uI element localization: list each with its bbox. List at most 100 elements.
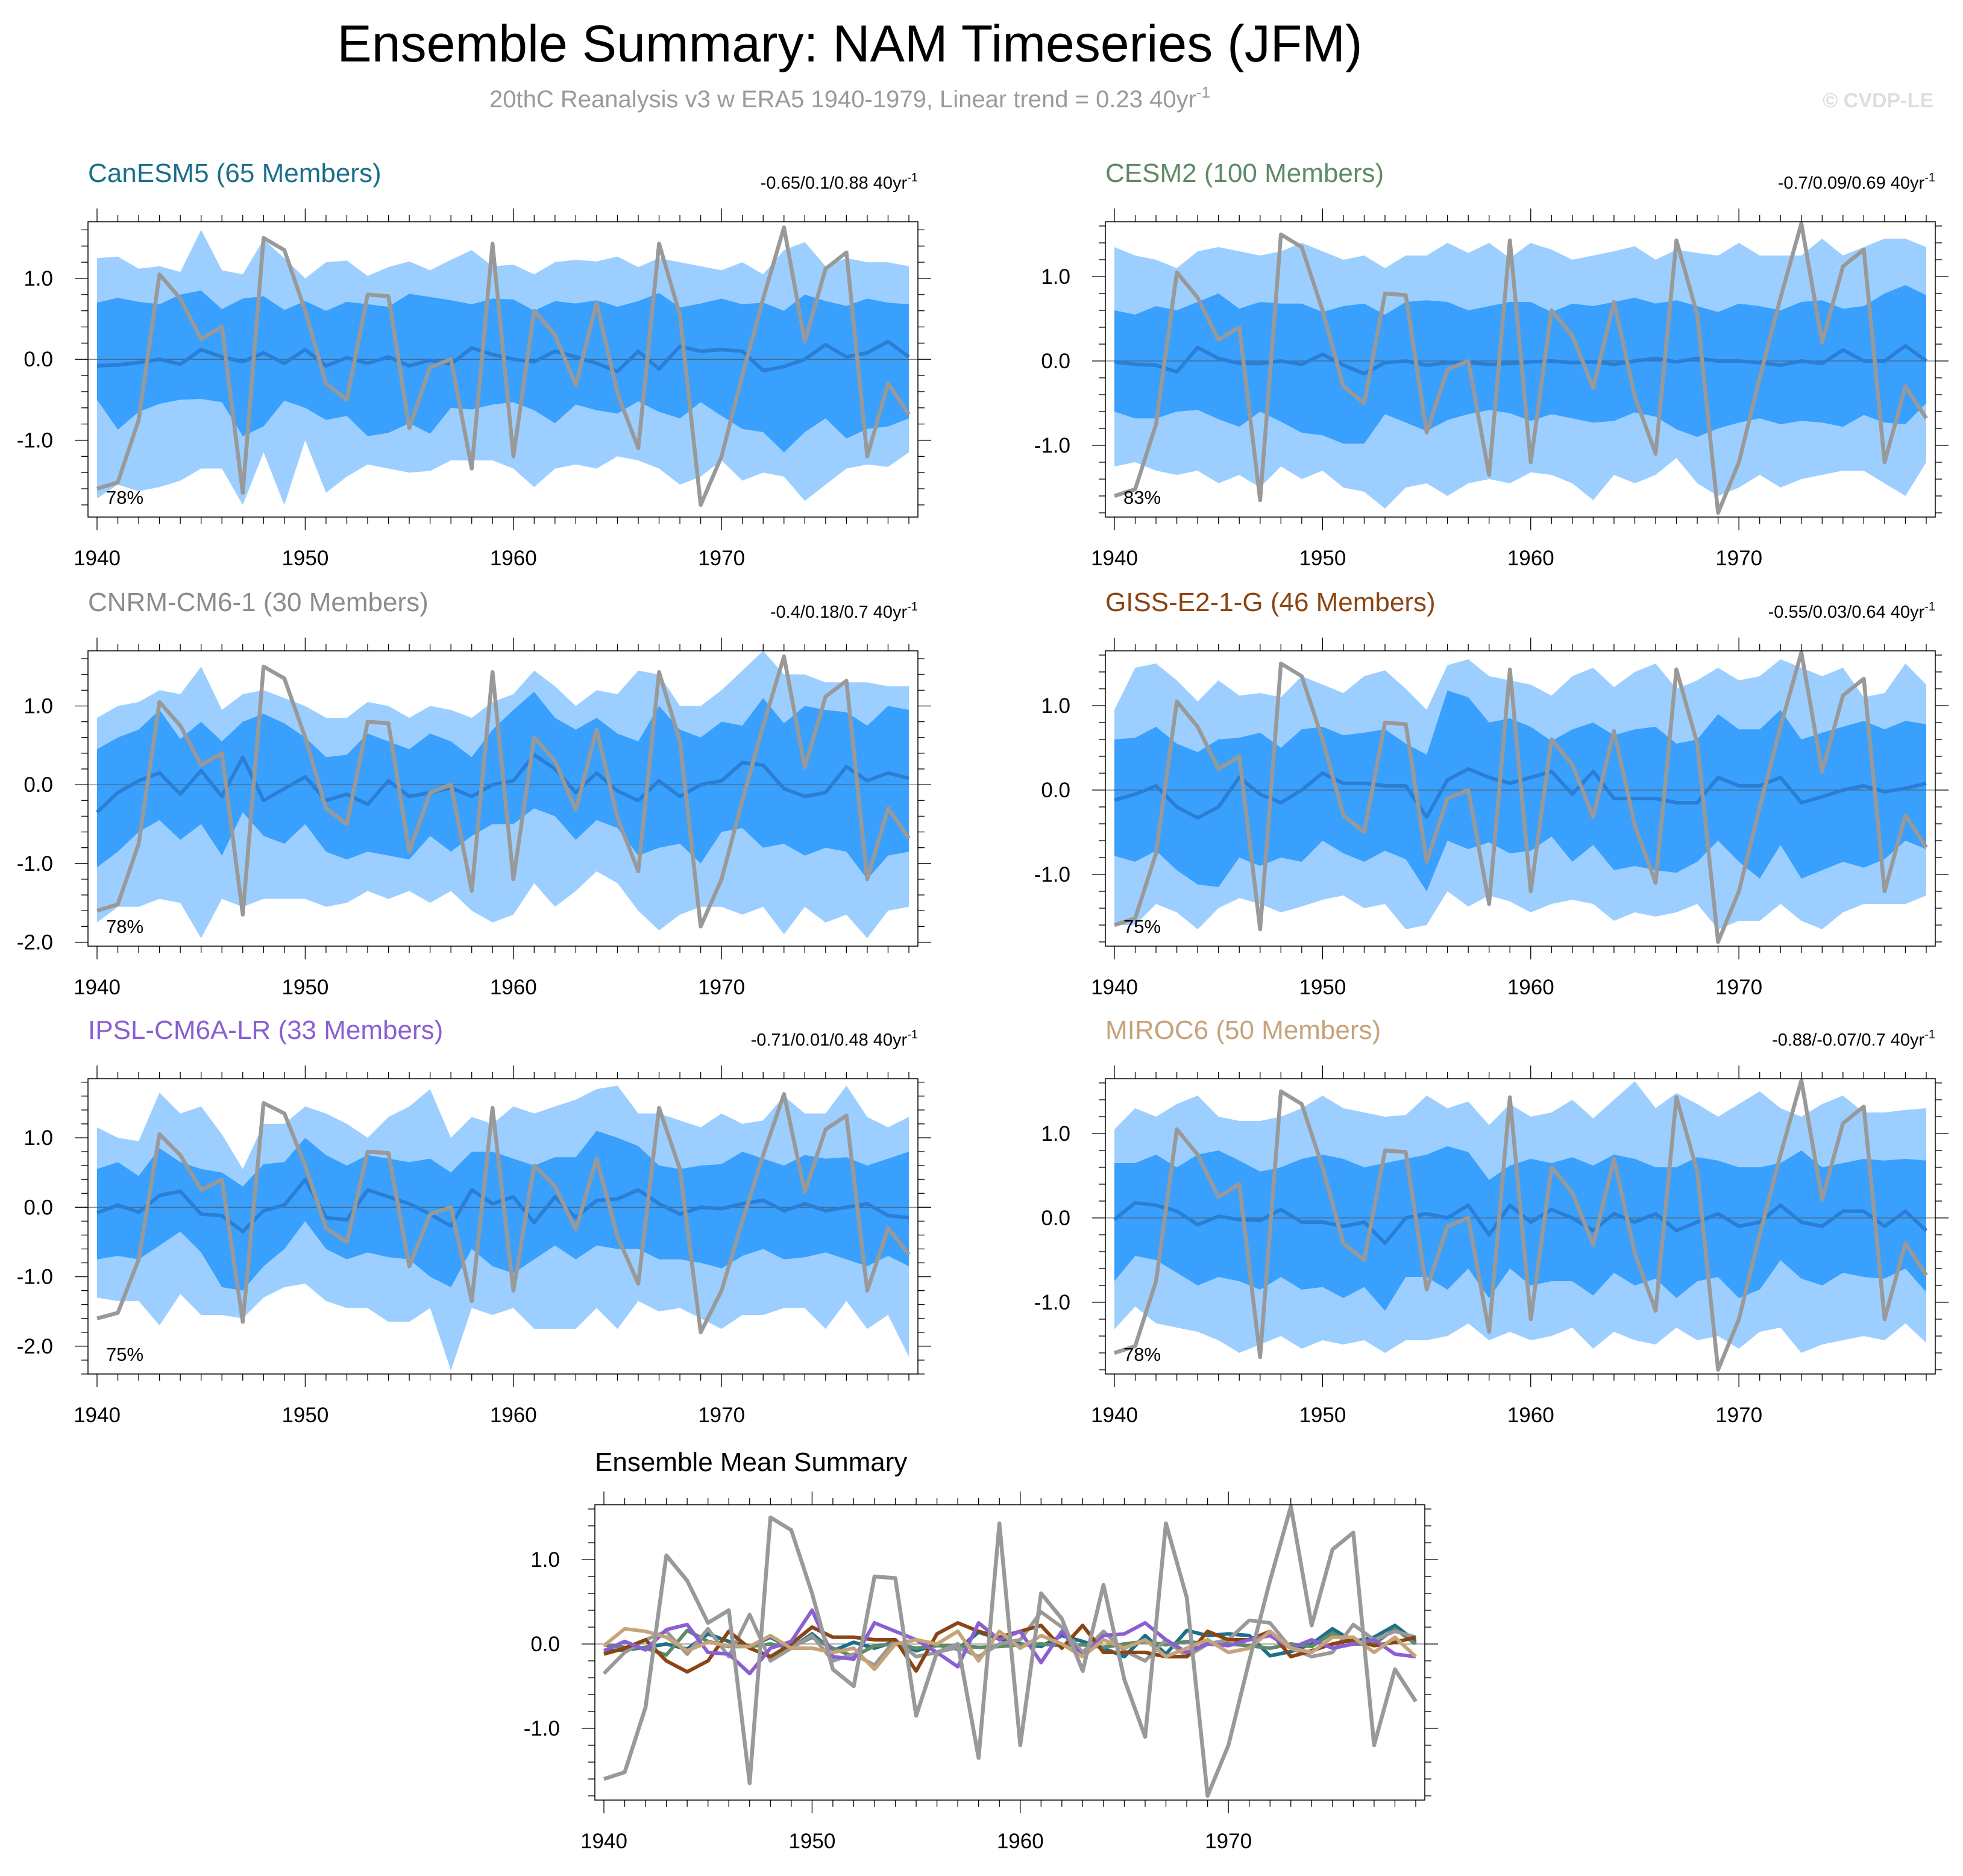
x-tick-label: 1940 (580, 1830, 627, 1853)
y-tick-label: -1.0 (524, 1717, 560, 1740)
y-tick-label: 0.0 (530, 1633, 560, 1656)
y-tick-label: 1.0 (1041, 265, 1070, 289)
y-tick-label: -1.0 (1034, 863, 1070, 886)
observed-line (603, 1504, 1418, 1798)
figure-subtitle: 20thC Reanalysis v3 w ERA5 1940-1979, Li… (489, 83, 1210, 113)
panel-title: Ensemble Mean Summary (595, 1448, 907, 1477)
x-tick-label: 1970 (1715, 547, 1762, 570)
panel-canesm5: 1940 1950 1960 1970 1.0 0.0 -1.0 CanESM5 (65 Me… (17, 158, 931, 570)
y-tick-label: 0.0 (24, 773, 53, 797)
y-tick-label: -1.0 (17, 1266, 53, 1289)
panel-title: CanESM5 (65 Members) (88, 158, 382, 188)
y-tick-label: -1.0 (1034, 1291, 1070, 1314)
y-tick-label: 1.0 (530, 1548, 560, 1572)
panel-ensemble-mean-summary: 1940 1950 1960 1970 1.0 0.0 -1.0 Ensemble Mean … (524, 1448, 1438, 1853)
panel-stats-superscript: -1 (1924, 171, 1935, 184)
x-tick-label: 1960 (1507, 976, 1554, 999)
y-tick-label: -1.0 (17, 428, 53, 452)
plot-frame (1105, 1078, 1936, 1375)
plot-frame (87, 221, 919, 518)
y-tick-label: -1.0 (1034, 434, 1070, 457)
panel-stats-value: -0.55/0.03/0.64 40yr (1768, 603, 1925, 622)
subtitle-superscript: -1 (1196, 83, 1210, 101)
plot-frame (1105, 650, 1936, 947)
panel-stats-value: -0.65/0.1/0.88 40yr (761, 174, 908, 193)
x-tick-label: 1940 (1091, 547, 1138, 570)
y-tick-label: -2.0 (17, 1335, 53, 1358)
x-tick-label: 1960 (1507, 547, 1554, 570)
x-tick-label: 1970 (1715, 976, 1762, 999)
x-tick-label: 1940 (1091, 976, 1138, 999)
x-tick-label: 1970 (1205, 1830, 1252, 1853)
panel-stats-superscript: -1 (907, 600, 918, 613)
panel-giss-e2-1-g: 1940 1950 1960 1970 1.0 0.0 -1.0 GISS-E2-1-G (4… (1034, 588, 1949, 999)
panel-stats-superscript: -1 (1924, 600, 1935, 613)
y-tick-label: 0.0 (24, 348, 53, 371)
x-tick-label: 1940 (74, 1404, 121, 1427)
percent-label: 83% (1123, 487, 1161, 508)
panel-cesm2: 1940 1950 1960 1970 1.0 0.0 -1.0 CESM2 (100 Mem… (1034, 158, 1949, 570)
watermark: © CVDP-LE (1823, 89, 1933, 112)
panel-stats: -0.4/0.18/0.7 40yr-1 (770, 600, 918, 622)
x-tick-label: 1950 (1299, 547, 1346, 570)
panel-stats-value: -0.88/-0.07/0.7 40yr (1772, 1031, 1924, 1050)
panel-stats: -0.7/0.09/0.69 40yr-1 (1778, 171, 1935, 193)
y-tick-label: 1.0 (1041, 694, 1070, 718)
observed-line (1113, 650, 1928, 944)
y-tick-label: -2.0 (17, 930, 53, 954)
panel-miroc6: 1940 1950 1960 1970 1.0 0.0 -1.0 MIROC6 (50 Mem… (1034, 1015, 1949, 1427)
x-tick-label: 1950 (788, 1830, 835, 1853)
x-tick-label: 1970 (698, 1404, 745, 1427)
panel-title: IPSL-CM6A-LR (33 Members) (88, 1015, 443, 1045)
panel-title: GISS-E2-1-G (46 Members) (1105, 588, 1436, 617)
x-tick-label: 1960 (1507, 1404, 1554, 1427)
x-tick-label: 1950 (1299, 976, 1346, 999)
panel-stats: -0.55/0.03/0.64 40yr-1 (1768, 600, 1935, 622)
y-tick-label: 0.0 (1041, 350, 1070, 373)
panel-stats-superscript: -1 (1924, 1028, 1935, 1041)
x-tick-label: 1970 (698, 976, 745, 999)
panel-stats-value: -0.7/0.09/0.69 40yr (1778, 174, 1925, 193)
panel-stats-superscript: -1 (907, 1028, 918, 1041)
plot-frame (87, 650, 919, 947)
panel-ipsl-cm6a-lr: 1940 1950 1960 1970 1.0 0.0 -1.0 -2.0 IPSL-CM6A-… (17, 1015, 931, 1427)
observed-line (96, 654, 911, 929)
x-tick-label: 1940 (1091, 1404, 1138, 1427)
y-tick-label: 0.0 (1041, 1206, 1070, 1230)
panel-stats-superscript: -1 (907, 171, 918, 184)
x-tick-label: 1950 (281, 976, 328, 999)
observed-line (1113, 221, 1928, 515)
x-tick-label: 1940 (74, 547, 121, 570)
panel-cnrm-cm6-1: 1940 1950 1960 1970 1.0 0.0 -1.0 -2.0 CNRM-CM6-1… (17, 588, 931, 999)
percent-label: 78% (106, 487, 143, 508)
observed-line (96, 1092, 911, 1335)
figure-title: Ensemble Summary: NAM Timeseries (JFM) (337, 15, 1362, 73)
x-tick-label: 1960 (490, 547, 537, 570)
x-tick-label: 1960 (490, 1404, 537, 1427)
y-tick-label: 1.0 (24, 694, 53, 718)
panel-title: CESM2 (100 Members) (1105, 158, 1384, 188)
observed-line (96, 225, 911, 507)
x-tick-label: 1950 (281, 547, 328, 570)
percent-label: 75% (1123, 916, 1161, 937)
subtitle-text: 20thC Reanalysis v3 w ERA5 1940-1979, Li… (489, 86, 1196, 113)
x-tick-label: 1940 (74, 976, 121, 999)
plot-frame (87, 1078, 919, 1375)
x-tick-label: 1970 (698, 547, 745, 570)
percent-label: 78% (1123, 1344, 1161, 1365)
x-tick-label: 1970 (1715, 1404, 1762, 1427)
x-tick-label: 1950 (281, 1404, 328, 1427)
inner-spread-band (97, 290, 909, 453)
y-tick-label: 0.0 (1041, 779, 1070, 802)
x-tick-label: 1960 (997, 1830, 1044, 1853)
percent-label: 75% (106, 1344, 143, 1365)
y-tick-label: 0.0 (24, 1196, 53, 1219)
y-tick-label: 1.0 (24, 1126, 53, 1150)
panel-title: MIROC6 (50 Members) (1105, 1015, 1381, 1045)
panel-stats-value: -0.71/0.01/0.48 40yr (751, 1031, 908, 1050)
y-tick-label: -1.0 (17, 852, 53, 876)
observed-line (1113, 1078, 1928, 1372)
panel-stats: -0.65/0.1/0.88 40yr-1 (761, 171, 918, 193)
x-tick-label: 1960 (490, 976, 537, 999)
